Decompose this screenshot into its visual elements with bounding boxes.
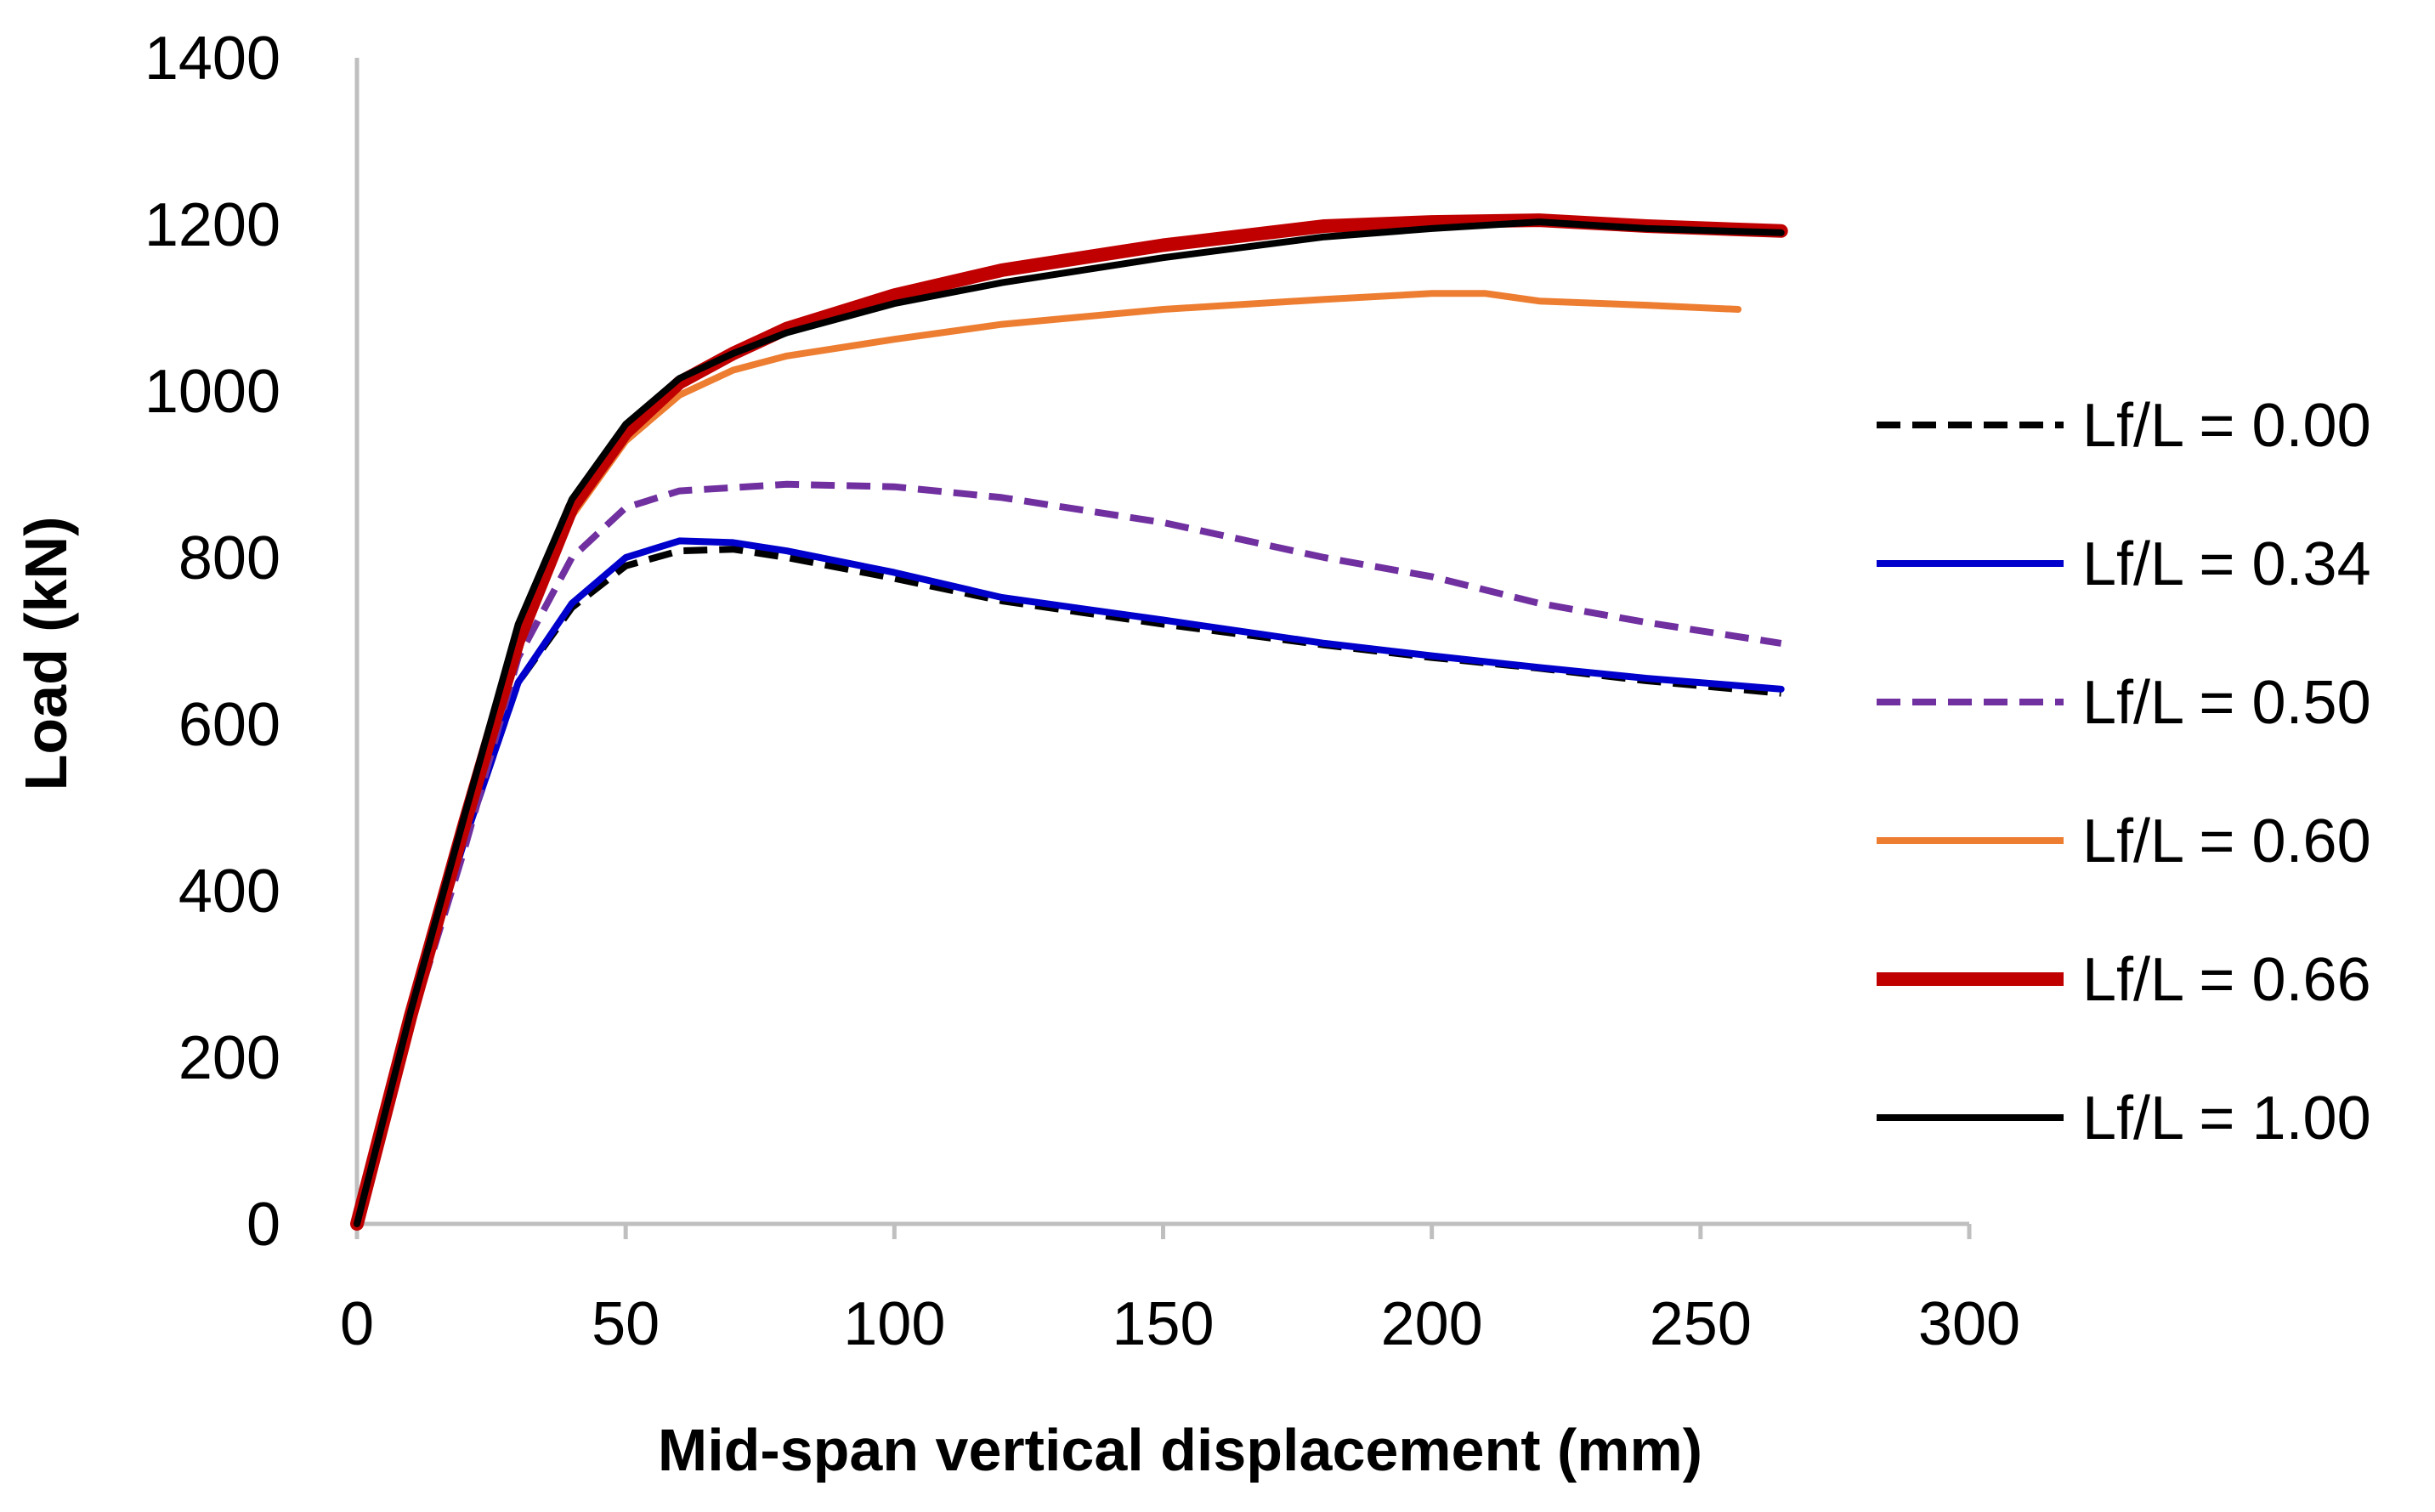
x-tick-label: 0 xyxy=(340,1290,374,1358)
x-tick-label: 50 xyxy=(592,1290,660,1358)
legend-label: Lf/L = 1.00 xyxy=(2082,1084,2371,1152)
y-axis-title: Load (kN) xyxy=(13,517,79,791)
x-tick-marks xyxy=(354,1224,1972,1239)
x-tick-label: 200 xyxy=(1381,1290,1483,1358)
x-tick-label: 300 xyxy=(1918,1290,2020,1358)
axes: 0 50 100 150 200 250 300 0 200 400 600 800 1000 1200… xyxy=(144,25,2020,1358)
legend-label: Lf/L = 0.50 xyxy=(2082,669,2371,737)
x-axis-title: Mid-span vertical displacement (mm) xyxy=(658,1417,1702,1483)
legend-label: Lf/L = 0.00 xyxy=(2082,392,2371,460)
x-tick-label: 250 xyxy=(1650,1290,1752,1358)
x-tick-label: 100 xyxy=(843,1290,945,1358)
y-tick-label: 1000 xyxy=(144,358,280,426)
series-line-4 xyxy=(350,213,1788,1231)
legend-label: Lf/L = 0.34 xyxy=(2082,530,2371,598)
x-tick-label: 150 xyxy=(1112,1290,1214,1358)
legend-label: Lf/L = 0.66 xyxy=(2082,946,2371,1014)
series-line-3 xyxy=(354,290,1742,1227)
y-tick-label: 600 xyxy=(178,691,280,759)
y-tick-labels: 0 200 400 600 800 1000 1200 1400 xyxy=(144,25,280,1259)
series-line-2 xyxy=(354,480,1782,1226)
y-tick-label: 1200 xyxy=(144,191,280,259)
series-line-5 xyxy=(354,218,1785,1227)
y-tick-label: 400 xyxy=(178,858,280,926)
legend-label: Lf/L = 0.60 xyxy=(2082,807,2371,875)
legend: Lf/L = 0.00 Lf/L = 0.34 Lf/L = 0.50 Lf/L = … xyxy=(1877,392,2371,1152)
series-lines xyxy=(350,213,1788,1231)
x-tick-labels: 0 50 100 150 200 250 300 xyxy=(340,1290,2020,1358)
y-tick-label: 0 xyxy=(246,1191,280,1259)
y-tick-label: 800 xyxy=(178,524,280,592)
series-line-1 xyxy=(354,537,1785,1227)
y-tick-label: 200 xyxy=(178,1024,280,1092)
y-tick-label: 1400 xyxy=(144,25,280,93)
series-line-0 xyxy=(354,546,1782,1225)
